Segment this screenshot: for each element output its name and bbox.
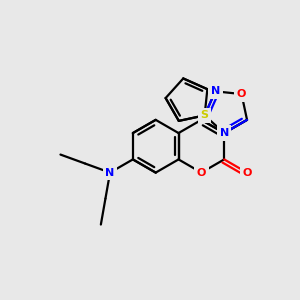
Text: O: O [197, 168, 206, 178]
Text: O: O [242, 168, 252, 178]
Text: S: S [201, 110, 208, 120]
Text: N: N [211, 86, 220, 96]
Text: O: O [237, 89, 246, 99]
Text: N: N [220, 128, 229, 138]
Text: N: N [105, 168, 115, 178]
